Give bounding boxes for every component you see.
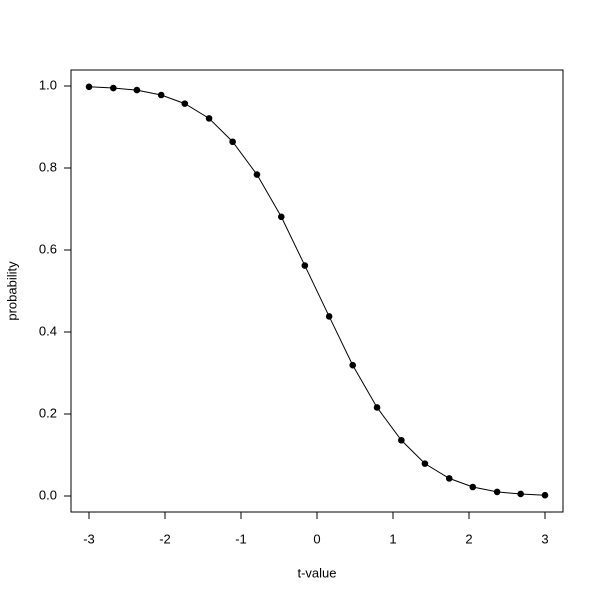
y-tick-label: 0.2 [39, 405, 57, 420]
x-tick-label: -2 [159, 531, 171, 546]
point [157, 91, 165, 99]
x-axis-label: t-value [297, 565, 336, 580]
x-tick-label: -1 [235, 531, 247, 546]
x-tick-label: 0 [313, 531, 320, 546]
point [85, 83, 93, 91]
point [301, 262, 309, 269]
y-tick-label: 0.6 [39, 241, 57, 256]
y-tick-label: 0.4 [39, 323, 57, 338]
point [398, 436, 405, 444]
point [253, 171, 261, 178]
point [469, 483, 477, 491]
point [277, 213, 285, 221]
y-tick-label: 0.0 [39, 487, 57, 502]
x-tick-label: 2 [465, 531, 472, 546]
y-tick-label: 1.0 [39, 77, 57, 92]
point [133, 86, 141, 94]
point [493, 488, 501, 496]
line [88, 86, 546, 496]
point [325, 313, 333, 320]
y-tick-label: 0.8 [39, 159, 57, 174]
x-tick-label: 1 [389, 531, 396, 546]
point [517, 490, 524, 498]
point [229, 138, 236, 146]
point [349, 361, 357, 369]
point [205, 115, 213, 122]
y-axis-label: probability [4, 261, 19, 321]
x-tick-label: -3 [83, 531, 95, 546]
point [445, 475, 453, 482]
point [421, 460, 429, 467]
point [541, 491, 549, 499]
point [181, 100, 189, 107]
point [373, 404, 381, 411]
x-tick-label: 3 [541, 531, 548, 546]
point [110, 84, 117, 92]
